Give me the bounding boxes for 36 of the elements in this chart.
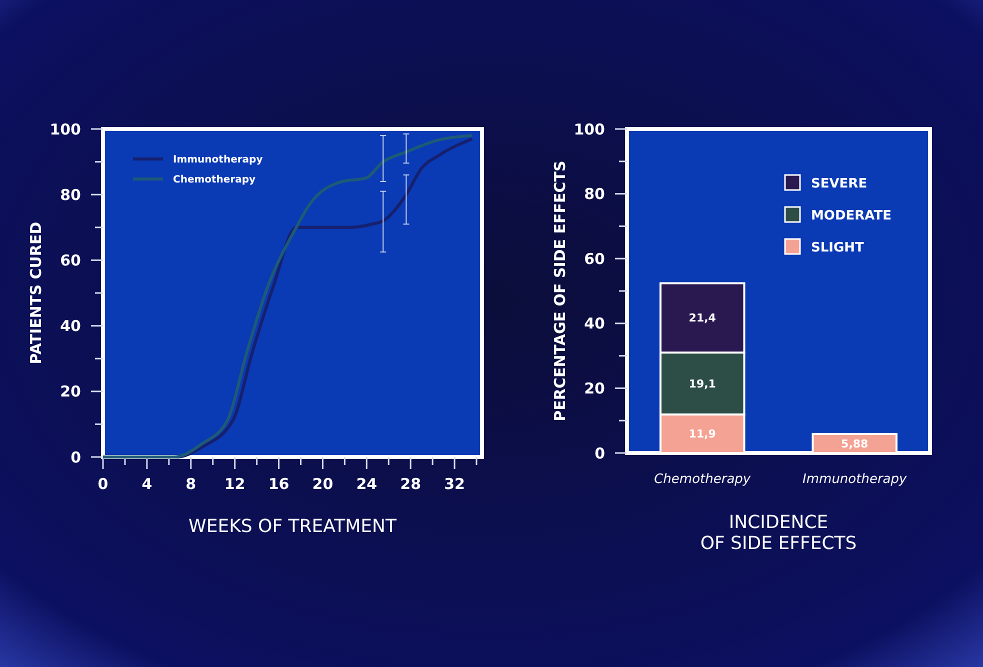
data-label: 19,1 <box>688 377 716 390</box>
y-axis-title: PATIENTS CURED <box>27 222 45 364</box>
legend-label: SLIGHT <box>811 240 864 256</box>
y-tick-label: 40 <box>60 317 81 336</box>
y-tick-label: 0 <box>70 448 81 466</box>
y-tick-label: 100 <box>50 120 81 138</box>
legend-label: Immunotherapy <box>173 154 264 166</box>
y-tick-label: 80 <box>60 186 81 204</box>
x-tick-label: 32 <box>444 475 465 493</box>
x-tick-label: Chemotherapy <box>654 472 751 487</box>
x-tick-label: 28 <box>400 475 422 493</box>
x-tick-label: 24 <box>356 475 378 493</box>
x-tick-label: 8 <box>186 475 196 493</box>
y-tick-label: 20 <box>60 382 81 401</box>
legend-label: Chemotherapy <box>173 174 256 186</box>
data-label: 21,4 <box>688 312 716 325</box>
y-tick-label: 60 <box>60 251 81 270</box>
x-tick-label: 4 <box>142 475 152 493</box>
y-tick-label: 60 <box>584 250 605 268</box>
y-tick-label: 100 <box>574 120 605 138</box>
x-tick-label: 0 <box>98 475 108 493</box>
legend-label: MODERATE <box>811 208 892 224</box>
x-axis-title: WEEKS OF TREATMENT <box>188 516 398 537</box>
y-tick-label: 0 <box>594 444 605 462</box>
y-tick-label: 40 <box>584 314 605 333</box>
data-label: 11,9 <box>688 428 716 441</box>
x-tick-label: 16 <box>268 475 290 493</box>
x-tick-label: 20 <box>312 475 334 493</box>
legend-label: SEVERE <box>811 176 868 192</box>
y-axis-title: PERCENTAGE OF SIDE EFFECTS <box>551 160 569 422</box>
x-tick-label: Immunotherapy <box>802 472 908 487</box>
y-tick-label: 80 <box>584 185 605 204</box>
x-tick-label: 12 <box>224 475 246 493</box>
x-axis-title: INCIDENCE OF SIDE EFFECTS <box>700 512 857 554</box>
data-label: 5,88 <box>841 437 868 450</box>
y-tick-label: 20 <box>584 379 605 398</box>
